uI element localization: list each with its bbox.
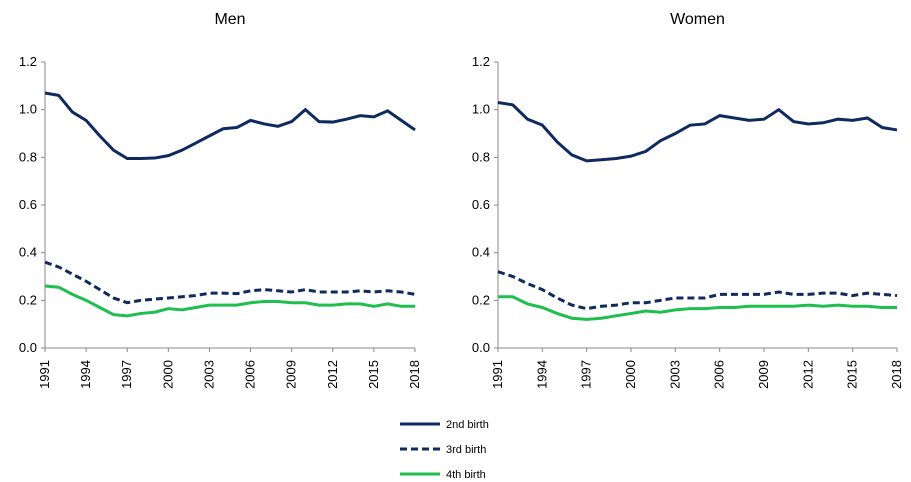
x-tick-label: 2012: [325, 360, 340, 389]
y-tick-label: 0.2: [19, 292, 37, 307]
x-tick-label: 2000: [623, 360, 638, 389]
y-tick-label: 0.8: [19, 149, 37, 164]
legend-label: 3rd birth: [446, 444, 486, 456]
x-tick-label: 2009: [756, 360, 771, 389]
y-tick-label: 0.6: [19, 197, 37, 212]
x-tick-label: 2006: [712, 360, 727, 389]
y-tick-label: 0.0: [472, 340, 490, 355]
series-line: [498, 295, 897, 321]
series-line: [497, 101, 898, 163]
x-tick-label: 1997: [579, 360, 594, 389]
y-tick-label: 0.8: [472, 149, 490, 164]
y-tick-label: 1.0: [472, 102, 490, 117]
series-line: [497, 270, 898, 311]
x-tick-label: 2003: [201, 360, 216, 389]
y-tick-label: 0.4: [19, 245, 37, 260]
x-tick-label: 1997: [119, 360, 134, 389]
x-tick-label: 2015: [366, 360, 381, 389]
y-tick-label: 0.6: [472, 197, 490, 212]
chart-title: Men: [214, 11, 245, 28]
y-tick-label: 1.2: [472, 54, 490, 69]
y-tick-label: 1.0: [19, 102, 37, 117]
y-tick-label: 1.2: [19, 54, 37, 69]
x-tick-label: 2003: [667, 360, 682, 389]
chart-title: Women: [670, 11, 725, 28]
x-tick-label: 1991: [490, 360, 505, 389]
x-tick-label: 2015: [845, 360, 860, 389]
y-tick-label: 0.0: [19, 340, 37, 355]
legend-label: 4th birth: [446, 469, 486, 481]
series-line: [44, 284, 415, 318]
x-tick-label: 2006: [243, 360, 258, 389]
x-tick-label: 1994: [78, 360, 93, 389]
x-tick-label: 1994: [534, 360, 549, 389]
x-tick-label: 2012: [800, 360, 815, 389]
x-tick-label: 1991: [37, 360, 52, 389]
x-tick-label: 2018: [407, 360, 422, 389]
x-tick-label: 2018: [889, 360, 904, 389]
legend-label: 2nd birth: [446, 419, 489, 431]
series-line: [44, 91, 416, 161]
y-tick-label: 0.4: [472, 245, 490, 260]
x-tick-label: 2000: [160, 360, 175, 389]
x-tick-label: 2009: [284, 360, 299, 389]
y-tick-label: 0.2: [472, 292, 490, 307]
series-line: [44, 260, 416, 305]
